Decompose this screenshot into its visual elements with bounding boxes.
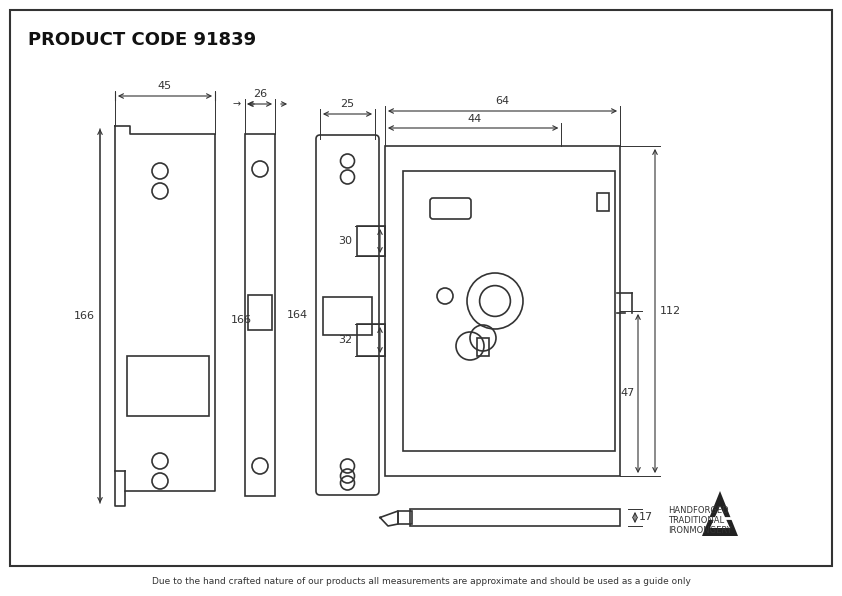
Text: 45: 45 bbox=[158, 81, 172, 91]
Text: 112: 112 bbox=[660, 306, 681, 316]
Bar bbox=[245, 134, 275, 496]
Bar bbox=[127, 356, 209, 416]
Text: 26: 26 bbox=[253, 89, 267, 99]
Bar bbox=[403, 171, 615, 451]
Bar bbox=[357, 226, 385, 256]
Text: 164: 164 bbox=[287, 310, 308, 320]
Text: 32: 32 bbox=[338, 335, 352, 345]
Text: 25: 25 bbox=[340, 99, 354, 109]
Bar bbox=[398, 511, 412, 524]
Text: 166: 166 bbox=[231, 315, 252, 325]
Bar bbox=[357, 324, 385, 356]
Text: Due to the hand crafted nature of our products all measurements are approximate : Due to the hand crafted nature of our pr… bbox=[152, 578, 690, 586]
Text: 30: 30 bbox=[338, 236, 352, 246]
Bar bbox=[323, 297, 372, 335]
Polygon shape bbox=[702, 491, 738, 536]
Text: →: → bbox=[233, 99, 241, 109]
Polygon shape bbox=[710, 506, 730, 528]
Bar bbox=[385, 146, 620, 476]
Bar bbox=[597, 193, 609, 211]
Text: 44: 44 bbox=[467, 114, 482, 124]
Text: PRODUCT CODE 91839: PRODUCT CODE 91839 bbox=[28, 31, 256, 49]
Bar bbox=[248, 295, 272, 330]
Bar bbox=[410, 509, 620, 526]
Text: 166: 166 bbox=[74, 311, 95, 321]
Text: 47: 47 bbox=[621, 389, 635, 399]
Text: HANDFORGED: HANDFORGED bbox=[668, 506, 728, 515]
Text: IRONMONGERY: IRONMONGERY bbox=[668, 526, 732, 535]
Text: TRADITIONAL: TRADITIONAL bbox=[668, 516, 724, 525]
Text: 17: 17 bbox=[639, 513, 653, 523]
Text: 64: 64 bbox=[495, 96, 509, 106]
